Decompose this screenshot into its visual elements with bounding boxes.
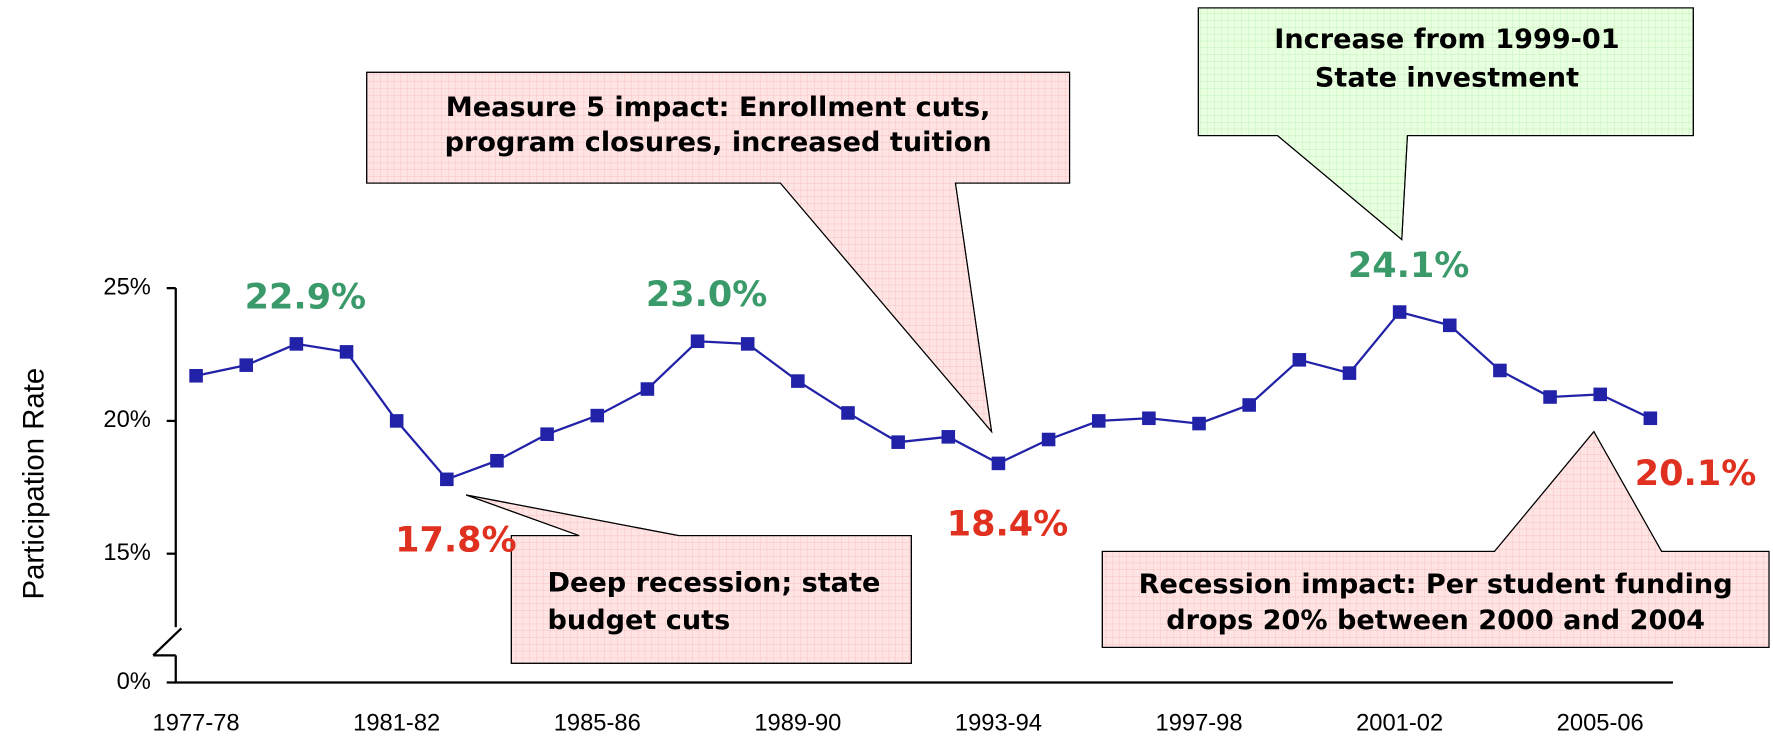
data-label: 23.0% xyxy=(646,274,767,315)
data-point xyxy=(941,430,956,444)
callout-text: Measure 5 impact: Enrollment cuts, xyxy=(446,92,991,123)
data-point xyxy=(1142,411,1156,426)
data-point xyxy=(490,453,504,468)
callout-text: program closures, increased tuition xyxy=(445,127,992,158)
data-point xyxy=(1192,416,1206,431)
callouts: Measure 5 impact: Enrollment cuts, progr… xyxy=(366,7,1770,664)
data-point xyxy=(740,337,755,351)
callout-text: State investment xyxy=(1315,63,1579,94)
data-point xyxy=(440,472,454,487)
callout-pattern xyxy=(1197,7,1694,241)
x-tick-label: 1993-94 xyxy=(955,711,1042,737)
data-point xyxy=(239,358,254,372)
data-point xyxy=(389,414,404,428)
callout-pattern xyxy=(1101,430,1770,649)
callout-text: budget cuts xyxy=(548,605,731,636)
data-point xyxy=(1242,398,1256,412)
x-tick-label: 1977-78 xyxy=(153,711,240,737)
data-point xyxy=(1493,363,1507,378)
data-label: 22.9% xyxy=(245,277,366,318)
data-point xyxy=(690,334,705,349)
callout-pattern xyxy=(465,494,912,664)
y-tick-label: 0% xyxy=(117,669,151,695)
data-point xyxy=(640,382,655,396)
x-tick-label: 1997-98 xyxy=(1156,711,1243,737)
data-label: 20.1% xyxy=(1635,453,1756,494)
data-point xyxy=(540,427,554,441)
x-tick-label: 2005-06 xyxy=(1557,711,1644,737)
y-axis-title: Participation Rate xyxy=(18,368,51,600)
x-tick-label: 1981-82 xyxy=(353,711,440,737)
data-point xyxy=(1442,318,1457,333)
data-point xyxy=(791,374,805,388)
data-point xyxy=(189,368,203,383)
callout-text: Increase from 1999-01 xyxy=(1274,24,1619,55)
data-point xyxy=(1041,432,1056,447)
series-line xyxy=(195,310,1651,481)
data-point xyxy=(991,456,1006,471)
data-label: 17.8% xyxy=(395,519,516,560)
data-point xyxy=(1292,353,1307,367)
data-point xyxy=(590,408,605,423)
y-tick-label: 15% xyxy=(103,540,150,566)
data-label: 24.1% xyxy=(1348,245,1469,286)
data-point xyxy=(1392,305,1407,319)
data-point xyxy=(841,406,855,420)
x-tick-label: 2001-02 xyxy=(1356,711,1443,737)
x-tick-label: 1989-90 xyxy=(754,711,841,737)
data-point xyxy=(339,345,354,359)
data-point xyxy=(891,435,905,449)
callout-text: drops 20% between 2000 and 2004 xyxy=(1166,605,1705,636)
data-point xyxy=(289,337,304,351)
data-point xyxy=(1543,390,1557,404)
data-point xyxy=(1593,387,1607,402)
axis-break xyxy=(152,627,183,657)
callout-text: Recession impact: Per student funding xyxy=(1139,569,1733,600)
callout-pattern xyxy=(366,71,1071,434)
x-tick-label: 1985-86 xyxy=(554,711,641,737)
data-label: 18.4% xyxy=(947,504,1068,545)
callout-text: Deep recession; state xyxy=(548,568,881,599)
data-point xyxy=(1091,414,1106,428)
y-tick-label: 25% xyxy=(103,274,150,300)
y-tick-label: 20% xyxy=(103,407,150,433)
data-point xyxy=(1342,366,1357,380)
data-point xyxy=(1643,411,1658,426)
